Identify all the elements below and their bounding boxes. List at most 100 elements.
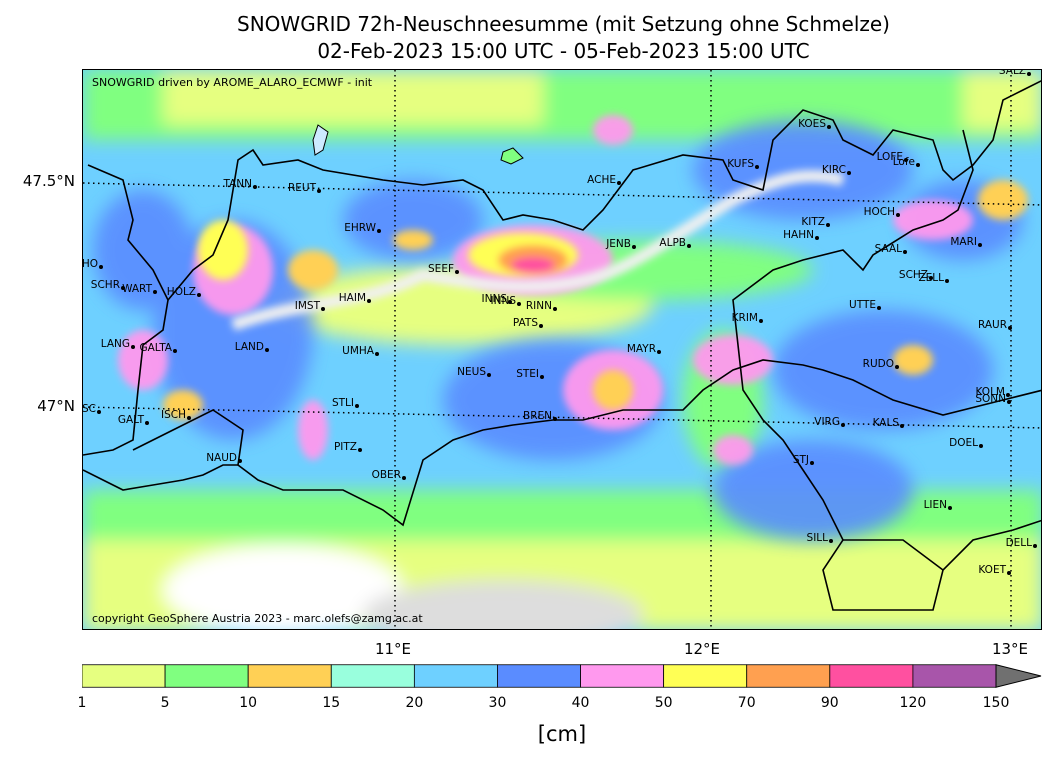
station-label: LAND	[234, 341, 264, 353]
station-dot	[759, 319, 763, 323]
colorbar-segment	[164, 664, 249, 688]
station-dot	[317, 189, 321, 193]
station-label: NEUS	[457, 366, 486, 378]
inn-valley	[230, 170, 845, 331]
colorbar-tick-label: 5	[160, 695, 170, 711]
colorbar-segment	[663, 664, 748, 688]
colorbar-tick-label: 90	[820, 695, 839, 711]
station-label: UTTE	[849, 299, 876, 311]
station-label: HOCH	[863, 206, 895, 218]
station-dot	[945, 279, 949, 283]
station-label: STLI	[331, 397, 354, 409]
station-dot	[904, 158, 908, 162]
station-dot	[487, 373, 491, 377]
map-title-line1: SNOWGRID 72h-Neuschneesumme (mit Setzung…	[237, 12, 890, 36]
colorbar	[82, 664, 1042, 688]
station-dot	[553, 307, 557, 311]
lat-label-47-5: 47.5°N	[22, 172, 75, 190]
station-dot	[657, 350, 661, 354]
station-label: MARI	[950, 236, 977, 248]
station-dot	[1033, 544, 1037, 548]
station-dot	[265, 348, 269, 352]
station-label: SAAL	[874, 243, 902, 255]
station-label: HOLZ	[166, 286, 196, 298]
station-label: SEEF	[428, 263, 454, 275]
station-label: VIRG	[814, 416, 840, 428]
station-dot	[929, 276, 933, 280]
station-label: Lofe	[892, 156, 915, 168]
station-dot	[979, 444, 983, 448]
station-label: JENB	[606, 238, 631, 250]
colorbar-tick-label: 10	[239, 695, 258, 711]
station-dot	[948, 506, 952, 510]
station-dot	[1006, 393, 1010, 397]
station-label: IMST	[294, 300, 320, 312]
station-dot	[358, 448, 362, 452]
station-label: EHRW	[344, 222, 376, 234]
station-dot	[455, 270, 459, 274]
station-label: ACHE	[587, 174, 616, 186]
station-label: DELL	[1005, 537, 1032, 549]
station-dot	[847, 171, 851, 175]
station-dot	[810, 461, 814, 465]
snowfall-raster	[83, 70, 1041, 629]
colorbar-segment	[829, 664, 914, 688]
station-label: KITZ	[801, 216, 825, 228]
station-dot	[1008, 326, 1012, 330]
colorbar-segment	[580, 664, 665, 688]
station-dot	[827, 125, 831, 129]
station-dot	[826, 223, 830, 227]
station-dot	[508, 300, 512, 304]
station-dot	[173, 349, 177, 353]
station-label: PITZ	[333, 441, 357, 453]
station-label: SCHO	[82, 258, 98, 270]
map-title-line2: 02-Feb-2023 15:00 UTC - 05-Feb-2023 15:0…	[317, 39, 810, 63]
station-label: INNS	[490, 295, 516, 307]
colorbar-segment	[912, 664, 997, 688]
colorbar-tick-label: 20	[405, 695, 424, 711]
station-label: SILL	[806, 532, 828, 544]
station-label: INNS	[481, 293, 507, 305]
colorbar-tick-label: 30	[488, 695, 507, 711]
station-dot	[829, 539, 833, 543]
station-label: BREN	[523, 410, 552, 422]
station-dot	[1007, 400, 1011, 404]
station-label: WART	[122, 283, 152, 295]
station-label: TANN	[223, 178, 253, 190]
colorbar-tick-label: 150	[982, 695, 1010, 711]
station-dot	[895, 365, 899, 369]
station-label: NAUD	[206, 452, 237, 464]
station-dot	[755, 165, 759, 169]
station-dot	[121, 286, 125, 290]
colorbar-tick-label: 1	[77, 695, 87, 711]
station-label: KOES	[798, 118, 826, 130]
station-dot	[187, 416, 191, 420]
station-label: KRIM	[731, 312, 758, 324]
station-label: KIRC	[821, 164, 846, 176]
station-dot	[367, 299, 371, 303]
station-dot	[253, 185, 257, 189]
station-dot	[402, 476, 406, 480]
station-dot	[539, 324, 543, 328]
station-label: SCHZ	[898, 269, 928, 281]
station-label: DOEL	[949, 437, 978, 449]
station-label: GALT	[117, 414, 144, 426]
station-label: STEI	[516, 368, 539, 380]
station-dot	[1007, 571, 1011, 575]
lon-label-11: 11°E	[374, 640, 412, 658]
station-label: OBER	[371, 469, 401, 481]
country-borders	[83, 80, 1041, 611]
station-label: GALTA	[139, 342, 172, 354]
station-dot	[632, 245, 636, 249]
station-dot	[375, 352, 379, 356]
station-dot	[238, 459, 242, 463]
station-label: GASC	[82, 403, 96, 415]
station-label: LANG	[100, 338, 130, 350]
station-dot	[617, 181, 621, 185]
colorbar-segment	[247, 664, 332, 688]
station-label: SONN	[975, 393, 1006, 405]
model-credit: SNOWGRID driven by AROME_ALARO_ECMWF - i…	[92, 76, 373, 89]
colorbar-segment	[330, 664, 415, 688]
station-label: RUDO	[862, 358, 894, 370]
colorbar-unit: [cm]	[537, 722, 587, 746]
